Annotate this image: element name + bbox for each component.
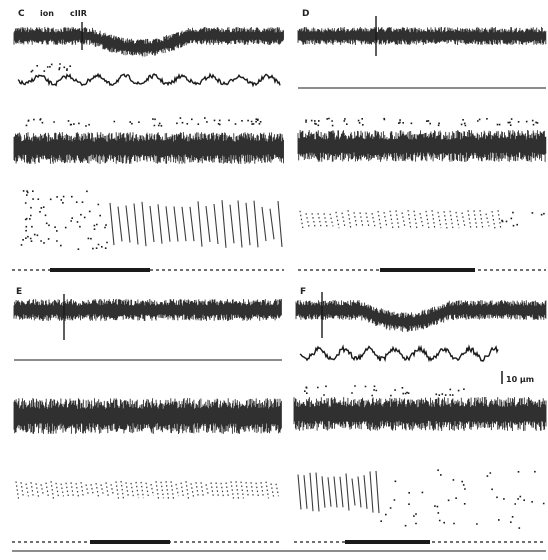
scale-bar-label: 10 μm xyxy=(506,375,534,384)
panel-e-trace-3 xyxy=(13,398,282,434)
panel-d-dots-4 xyxy=(501,211,545,227)
panel-c-annotation-ciir: cIIR xyxy=(70,9,87,18)
panel-c-dots-4 xyxy=(20,190,108,250)
panel-f-trace-3 xyxy=(293,397,547,431)
panel-f-trace-1 xyxy=(295,300,547,332)
panel-d-trace-1 xyxy=(297,27,547,45)
panel-f-dots-3 xyxy=(304,385,465,397)
panel-c-trace-1 xyxy=(13,27,284,57)
panel-d-trace-3 xyxy=(297,130,547,162)
panel-d-dots-3 xyxy=(305,117,539,127)
panel-f-dots-4 xyxy=(380,469,545,529)
panel-f-trace-4 xyxy=(297,470,380,514)
panel-e: E xyxy=(12,287,282,544)
panel-e-trace-1 xyxy=(13,299,282,321)
panel-c-annotation-ion: ion xyxy=(40,9,54,18)
panel-e-traces xyxy=(12,294,282,544)
panel-d-trace-4 xyxy=(299,210,502,230)
panel-f-trace-2 xyxy=(299,344,499,363)
panel-c-traces xyxy=(12,22,284,272)
panel-c-dots-2 xyxy=(30,63,71,73)
panel-c-trace-2 xyxy=(17,72,281,88)
panel-f-traces xyxy=(293,292,547,544)
panel-d: D xyxy=(297,9,547,272)
panel-d-traces xyxy=(297,16,547,272)
panel-c-trace-4 xyxy=(109,200,283,248)
panel-c-dots-3 xyxy=(25,117,262,127)
panel-f: F 10 μm xyxy=(293,287,547,544)
panel-c: C ion cIIR xyxy=(12,9,284,272)
panel-c-label: C xyxy=(18,9,25,19)
panel-d-label: D xyxy=(302,9,309,19)
panel-e-label: E xyxy=(16,287,22,297)
panel-c-trace-3 xyxy=(13,132,284,164)
panel-f-label: F xyxy=(300,287,306,297)
panel-e-trace-4 xyxy=(15,480,280,500)
